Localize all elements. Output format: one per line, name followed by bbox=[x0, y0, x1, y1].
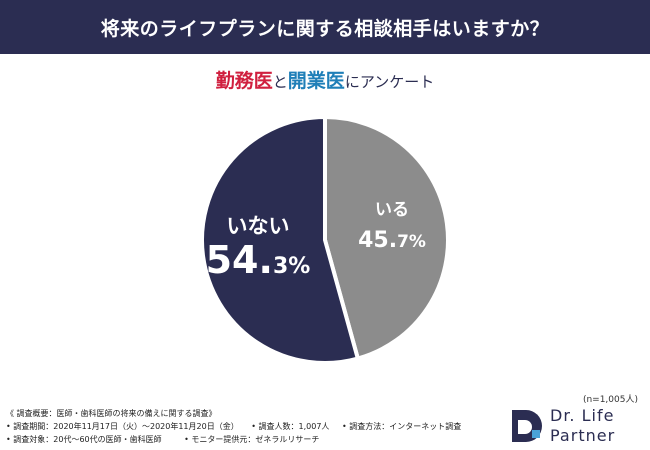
sample-size: (n=1,005人) bbox=[582, 395, 638, 405]
subtitle-kaigyo: 開業医 bbox=[287, 70, 345, 92]
notes-method: • 調査方法：インターネット調査 bbox=[341, 422, 462, 431]
brand-logo: Dr. Life Partner bbox=[510, 404, 646, 448]
subtitle-to: と bbox=[272, 73, 288, 91]
slice-label-yes: いる bbox=[375, 200, 409, 220]
notes-count: • 調査人数：1,007人 bbox=[251, 422, 330, 431]
d-logo-icon bbox=[512, 410, 542, 442]
pie-slice-no bbox=[200, 114, 361, 365]
notes-provider: • モニター提供元：ゼネラルリサーチ bbox=[184, 435, 320, 444]
notes-heading: 《 調査概要：医師・歯科医師の将来の備えに関する調査》 bbox=[6, 409, 217, 418]
page-title: 将来のライフプランに関する相談相手はいますか？ bbox=[100, 17, 550, 40]
logo-line-1: Dr. Life bbox=[550, 406, 615, 425]
slice-value-no: 54.3% bbox=[206, 238, 311, 282]
notes-row-1: • 調査期間：2020年11月17日（火）〜2020年11月20日（金） • 調… bbox=[6, 420, 476, 433]
chart-subtitle: 勤務医と開業医にアンケート bbox=[0, 66, 650, 93]
logo-line-2: Partner bbox=[550, 426, 616, 445]
notes-period: • 調査期間：2020年11月17日（火）〜2020年11月20日（金） bbox=[6, 422, 239, 431]
survey-notes: 《 調査概要：医師・歯科医師の将来の備えに関する調査》 • 調査期間：2020年… bbox=[6, 407, 476, 446]
pie-slice-yes bbox=[323, 114, 450, 362]
slice-value-yes: 45.7% bbox=[358, 228, 426, 253]
subtitle-kinmu: 勤務医 bbox=[215, 70, 273, 92]
notes-row-2: • 調査対象：20代〜60代の医師・歯科医師 • モニター提供元：ゼネラルリサー… bbox=[6, 433, 476, 446]
slice-label-no: いない bbox=[226, 214, 289, 238]
notes-target: • 調査対象：20代〜60代の医師・歯科医師 bbox=[6, 435, 162, 444]
page-header: 将来のライフプランに関する相談相手はいますか？ bbox=[0, 0, 650, 54]
logo-text: Dr. Life Partner bbox=[550, 406, 615, 446]
subtitle-survey: にアンケート bbox=[344, 73, 435, 91]
